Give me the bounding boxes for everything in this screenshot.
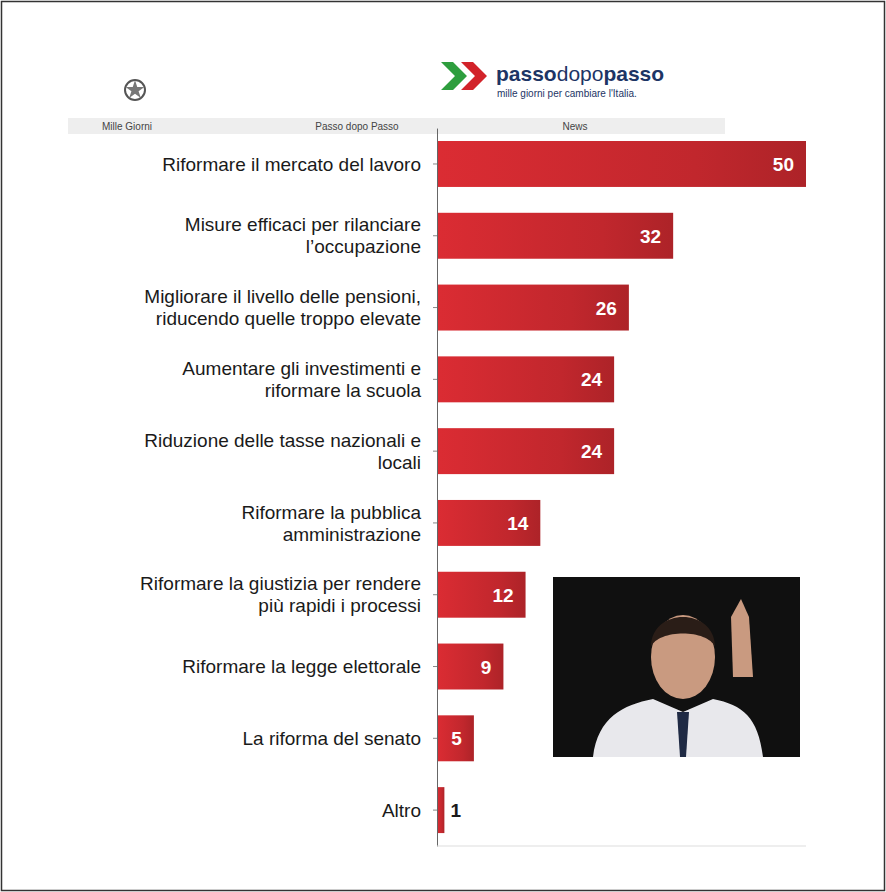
emblem-star — [126, 80, 145, 98]
category-label-line: più rapidi i processi — [258, 595, 421, 616]
category-label-line: Migliorare il livello delle pensioni, — [144, 286, 421, 307]
category-label-line: riducendo quelle troppo elevate — [156, 308, 421, 329]
bars — [437, 141, 806, 833]
photo-head — [651, 615, 715, 699]
bar — [437, 428, 614, 474]
category-label-line: Riformare il mercato del lavoro — [162, 154, 421, 175]
frame — [2, 2, 885, 891]
category-label-line: Altro — [382, 800, 421, 821]
nav-item: Passo dopo Passo — [315, 121, 399, 132]
category-label-line: Riduzione delle tasse nazionali e — [144, 430, 421, 451]
page: passodopopasso mille giorni per cambiare … — [0, 0, 886, 892]
bar — [437, 356, 614, 402]
photo-hand — [731, 599, 753, 677]
data-label: 24 — [581, 441, 603, 462]
nav-item: News — [562, 121, 587, 132]
category-label-line: riformare la scuola — [265, 380, 422, 401]
category-label-line: l’occupazione — [306, 236, 421, 257]
y-tick-mark — [433, 235, 437, 236]
y-tick — [433, 666, 437, 667]
y-tick — [433, 307, 437, 308]
photo-shirt — [593, 699, 763, 757]
category-label: Riduzione delle tasse nazionali elocali — [144, 430, 421, 473]
category-label-line: Riformare la giustizia per rendere — [140, 573, 421, 594]
y-tick — [433, 163, 437, 164]
category-label-line: La riforma del senato — [243, 728, 422, 749]
y-tick-mark — [433, 810, 437, 811]
category-label-line: amministrazione — [283, 524, 421, 545]
y-tick — [433, 810, 437, 811]
emblem — [125, 80, 145, 100]
logo-arrows — [441, 62, 487, 90]
category-label: Riformare la giustizia per renderepiù ra… — [140, 573, 421, 616]
tagline: mille giorni per cambiare l'Italia. — [497, 88, 637, 99]
category-label-line: Misure efficaci per rilanciare — [185, 214, 421, 235]
brand-part: dopo — [557, 62, 604, 85]
category-label-line: locali — [378, 452, 421, 473]
emblem-ring — [125, 80, 145, 100]
y-tick-mark — [433, 163, 437, 164]
bar — [437, 141, 806, 187]
y-tick — [433, 594, 437, 595]
y-tick — [433, 738, 437, 739]
photo-tie — [677, 712, 689, 757]
data-label: 26 — [596, 298, 617, 319]
photo — [553, 577, 800, 757]
category-label: Riformare la pubblicaamministrazione — [241, 502, 421, 545]
category-label-line: Riformare la legge elettorale — [182, 656, 421, 677]
data-label: 50 — [773, 154, 794, 175]
category-label: Altro — [382, 800, 421, 821]
y-tick — [433, 379, 437, 380]
data-label: 32 — [640, 226, 661, 247]
brand: passodopopasso — [496, 62, 664, 85]
category-label: Misure efficaci per rilanciarel’occupazi… — [185, 214, 421, 257]
y-axis-line — [437, 129, 438, 847]
data-label: 5 — [451, 728, 462, 749]
y-tick-mark — [433, 522, 437, 523]
arrow-green — [441, 62, 467, 90]
y-tick-mark — [433, 307, 437, 308]
bar — [437, 715, 474, 761]
y-tick-mark — [433, 379, 437, 380]
arrow-red — [461, 62, 487, 90]
y-tick — [433, 235, 437, 236]
y-tick — [433, 451, 437, 452]
bar — [437, 500, 540, 546]
y-tick-mark — [433, 738, 437, 739]
y-tick — [433, 522, 437, 523]
category-label: Riformare il mercato del lavoro — [162, 154, 421, 175]
category-label-line: Aumentare gli investimenti e — [182, 358, 421, 379]
y-tick-mark — [433, 594, 437, 595]
data-label: 14 — [507, 513, 529, 534]
category-labels: Riformare il mercato del lavoro Misure ef… — [140, 154, 421, 821]
y-tick-mark — [433, 451, 437, 452]
y-tick-mark — [433, 666, 437, 667]
data-label: 9 — [481, 657, 492, 678]
data-labels: 50 32 26 24 24 14 12 9 5 1 — [450, 154, 794, 821]
brand-part: passo — [496, 62, 557, 85]
category-label: La riforma del senato — [243, 728, 422, 749]
brand-part: passo — [603, 62, 664, 85]
bar — [437, 285, 629, 331]
photo-bg — [553, 577, 800, 757]
photo-hair — [651, 617, 715, 647]
data-label: 1 — [450, 800, 461, 821]
data-label: 24 — [581, 369, 603, 390]
category-label: Riformare la legge elettorale — [182, 656, 421, 677]
y-axis — [433, 129, 438, 847]
nav-bar — [68, 118, 725, 134]
nav-item: Mille Giorni — [102, 121, 152, 132]
bar — [437, 572, 526, 618]
category-label: Migliorare il livello delle pensioni,rid… — [144, 286, 421, 329]
bar — [437, 787, 444, 833]
category-label: Aumentare gli investimenti eriformare la… — [182, 358, 421, 401]
bar — [437, 213, 673, 259]
bar — [437, 644, 503, 690]
category-label-line: Riformare la pubblica — [241, 502, 421, 523]
x-axis-line — [437, 846, 806, 847]
data-label: 12 — [492, 585, 513, 606]
